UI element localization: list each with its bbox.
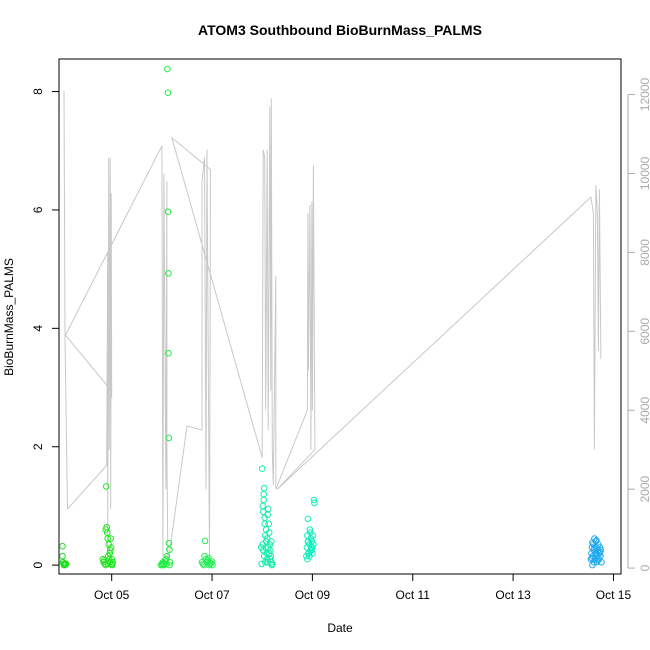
- data-point-4-5: [260, 484, 268, 492]
- data-point-2-19: [163, 560, 170, 568]
- data-point-4-14: [265, 520, 273, 528]
- data-point-4-24: [260, 552, 268, 560]
- data-point-3-13: [209, 561, 216, 569]
- data-point-1-15: [107, 544, 115, 551]
- x-tick-label-5: Oct 15: [596, 588, 632, 602]
- data-point-3-3: [201, 537, 209, 545]
- data-point-2-11: [165, 349, 172, 357]
- y2-axis: 0 2000 4000 6000 8000 10000 12000: [627, 78, 650, 571]
- data-point-2-10: [165, 270, 172, 277]
- x-tick-label-4: Oct 13: [495, 588, 531, 602]
- data-point-5-3: [304, 515, 312, 523]
- y2-tick-label-2: 4000: [638, 397, 650, 424]
- data-point-4-31: [268, 538, 275, 545]
- data-point-0-1: [59, 552, 66, 560]
- data-point-1-5: [102, 483, 110, 490]
- data-point-1-23: [108, 560, 116, 568]
- data-point-5-13: [309, 532, 317, 539]
- y-tick-label-4: 8: [31, 88, 45, 95]
- altitude-layer: [63, 90, 602, 565]
- data-point-1-14: [107, 535, 114, 542]
- data-point-4-4: [260, 490, 268, 498]
- data-point-6-26: [596, 548, 604, 556]
- data-point-1-21: [104, 560, 112, 568]
- data-point-2-13: [165, 539, 173, 547]
- data-point-5-15: [310, 496, 318, 504]
- data-point-3-1: [199, 560, 207, 568]
- data-point-4-0: [258, 465, 266, 472]
- altitude-line: [63, 90, 602, 565]
- data-point-2-7: [164, 65, 171, 73]
- data-point-3-12: [205, 554, 212, 562]
- y-axis: 0 2 4 6 8: [31, 88, 59, 568]
- y-axis-label: BioBurnMass_PALMS: [2, 258, 16, 376]
- y2-tick-label-5: 10000: [638, 156, 650, 190]
- y2-tick-label-4: 8000: [638, 239, 650, 266]
- y-tick-label-0: 0: [31, 561, 45, 568]
- data-point-0-8: [62, 560, 70, 568]
- data-point-1-12: [106, 550, 113, 557]
- data-point-2-9: [164, 208, 172, 215]
- data-point-5-22: [309, 550, 316, 557]
- data-point-5-23: [304, 538, 312, 545]
- plot-frame: [58, 58, 622, 575]
- x-tick-label-0: Oct 05: [94, 588, 130, 602]
- data-point-6-25: [594, 557, 602, 564]
- y-tick-label-3: 6: [31, 206, 45, 213]
- y2-tick-label-6: 12000: [638, 78, 650, 112]
- data-point-3-10: [208, 558, 216, 565]
- data-point-4-13: [264, 505, 272, 513]
- x-tick-label-2: Oct 09: [295, 588, 331, 602]
- data-point-5-7: [306, 526, 314, 533]
- data-point-4-1: [259, 502, 267, 510]
- x-axis: Oct 05 Oct 07 Oct 09 Oct 11 Oct 13 Oct 15: [94, 574, 631, 602]
- data-point-4-34: [261, 520, 269, 528]
- data-point-1-22: [106, 547, 114, 554]
- data-point-4-35: [264, 511, 272, 519]
- data-point-4-30: [267, 555, 274, 563]
- data-point-4-25: [261, 558, 269, 566]
- x-tick-label-1: Oct 07: [194, 588, 230, 602]
- plot-border: [58, 58, 622, 575]
- y2-tick-label-1: 2000: [638, 475, 650, 502]
- data-point-4-33: [258, 560, 266, 568]
- data-point-2-14: [166, 546, 173, 554]
- x-axis-label: Date: [327, 621, 353, 635]
- data-point-5-16: [311, 499, 318, 507]
- data-point-1-20: [100, 557, 108, 564]
- data-point-6-29: [593, 537, 600, 544]
- x-tick-label-3: Oct 11: [396, 588, 431, 602]
- data-point-3-11: [201, 552, 208, 560]
- data-point-2-17: [159, 561, 166, 569]
- data-point-4-2: [259, 508, 267, 516]
- data-point-4-3: [260, 496, 268, 504]
- data-point-2-6: [163, 552, 171, 560]
- data-point-4-26: [262, 526, 270, 533]
- data-point-0-0: [59, 542, 66, 550]
- data-point-2-12: [165, 434, 173, 442]
- y-tick-label-1: 2: [31, 443, 45, 450]
- data-point-6-23: [590, 558, 598, 566]
- y-tick-label-2: 4: [31, 325, 45, 332]
- data-point-4-32: [257, 544, 265, 551]
- y2-tick-label-3: 6000: [638, 318, 650, 345]
- chart-title: ATOM3 Southbound BioBurnMass_PALMS: [198, 22, 482, 38]
- y2-tick-label-0: 0: [638, 564, 650, 571]
- data-point-6-21: [598, 558, 605, 566]
- data-point-2-8: [164, 89, 172, 96]
- data-point-6-28: [591, 545, 598, 552]
- points-layer: [59, 65, 605, 569]
